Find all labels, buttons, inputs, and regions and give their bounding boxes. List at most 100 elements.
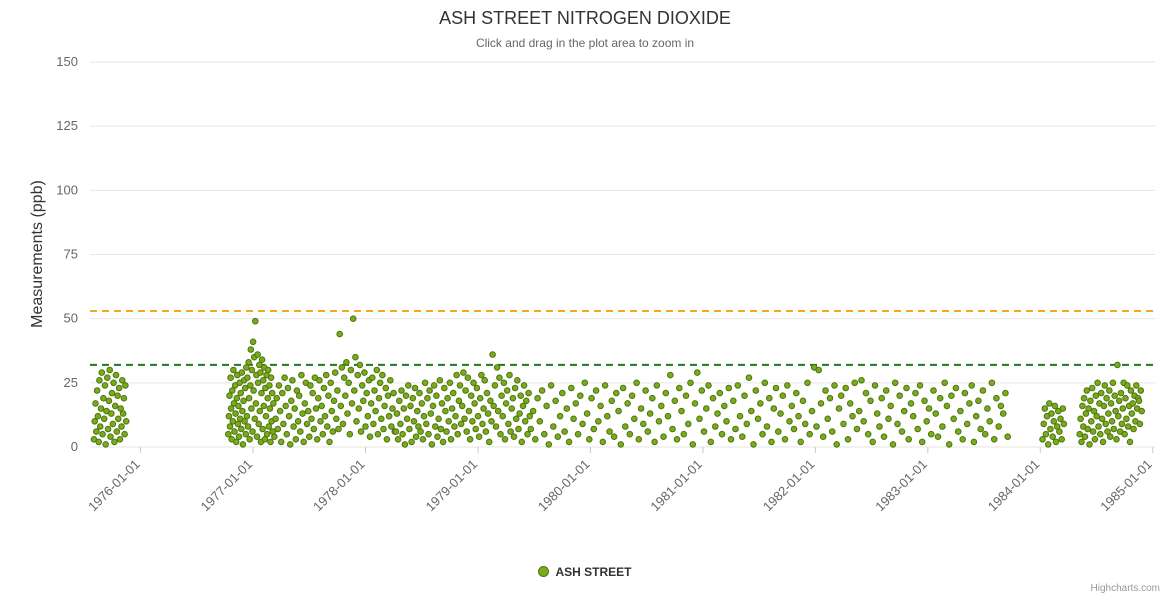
scatter-point[interactable] — [727, 436, 735, 443]
scatter-point[interactable] — [840, 420, 847, 428]
scatter-point[interactable] — [934, 433, 942, 441]
scatter-point[interactable] — [642, 387, 649, 394]
scatter-point[interactable] — [1130, 425, 1137, 433]
scatter-point[interactable] — [640, 420, 647, 428]
scatter-point[interactable] — [1040, 420, 1047, 428]
scatter-point[interactable] — [351, 387, 358, 394]
scatter-point[interactable] — [338, 364, 346, 371]
scatter-point[interactable] — [514, 377, 521, 384]
scatter-point[interactable] — [254, 379, 262, 387]
scatter-point[interactable] — [806, 430, 814, 438]
scatter-point[interactable] — [644, 428, 652, 435]
scatter-point[interactable] — [340, 374, 348, 382]
scatter-point[interactable] — [244, 423, 252, 430]
scatter-point[interactable] — [345, 379, 353, 387]
scatter-point[interactable] — [291, 405, 299, 412]
scatter-point[interactable] — [799, 397, 807, 405]
scatter-point[interactable] — [907, 400, 915, 407]
scatter-point[interactable] — [997, 402, 1005, 410]
scatter-point[interactable] — [469, 418, 476, 425]
scatter-point[interactable] — [482, 428, 490, 435]
scatter-point[interactable] — [770, 405, 778, 412]
scatter-point[interactable] — [543, 402, 550, 410]
scatter-point[interactable] — [1126, 438, 1134, 446]
scatter-point[interactable] — [574, 430, 582, 438]
scatter-point[interactable] — [1112, 407, 1119, 415]
scatter-point[interactable] — [604, 412, 611, 420]
scatter-point[interactable] — [970, 438, 978, 446]
scatter-point[interactable] — [285, 412, 293, 420]
scatter-point[interactable] — [489, 351, 496, 358]
scatter-point[interactable] — [104, 374, 111, 382]
scatter-point[interactable] — [383, 436, 391, 443]
scatter-point[interactable] — [1041, 405, 1049, 412]
scatter-point[interactable] — [851, 379, 859, 387]
scatter-point[interactable] — [626, 430, 634, 438]
scatter-point[interactable] — [1088, 418, 1095, 425]
scatter-point[interactable] — [411, 384, 419, 392]
scatter-point[interactable] — [312, 405, 320, 412]
scatter-point[interactable] — [414, 407, 421, 415]
scatter-point[interactable] — [833, 441, 841, 448]
scatter-point[interactable] — [885, 415, 892, 423]
scatter-point[interactable] — [308, 415, 315, 423]
scatter-point[interactable] — [108, 410, 115, 417]
scatter-point[interactable] — [97, 405, 105, 412]
scatter-point[interactable] — [1138, 407, 1145, 415]
scatter-point[interactable] — [381, 402, 388, 410]
scatter-point[interactable] — [968, 382, 976, 389]
scatter-point[interactable] — [471, 400, 478, 407]
scatter-point[interactable] — [225, 430, 232, 438]
scatter-point[interactable] — [925, 405, 933, 412]
scatter-point[interactable] — [536, 418, 544, 425]
scatter-point[interactable] — [1137, 387, 1145, 394]
scatter-point[interactable] — [417, 428, 424, 435]
scatter-point[interactable] — [1111, 392, 1118, 400]
scatter-point[interactable] — [698, 387, 706, 394]
scatter-point[interactable] — [93, 428, 100, 435]
scatter-point[interactable] — [649, 394, 656, 402]
scatter-point[interactable] — [707, 438, 715, 446]
scatter-point[interactable] — [122, 418, 130, 425]
scatter-point[interactable] — [655, 418, 663, 425]
scatter-point[interactable] — [622, 423, 629, 430]
scatter-point[interactable] — [485, 438, 493, 446]
scatter-point[interactable] — [116, 436, 124, 443]
scatter-point[interactable] — [900, 407, 908, 415]
scatter-point[interactable] — [382, 384, 390, 392]
scatter-point[interactable] — [1113, 436, 1120, 443]
scatter-point[interactable] — [635, 436, 643, 443]
scatter-point[interactable] — [304, 407, 312, 415]
scatter-point[interactable] — [385, 412, 393, 420]
scatter-point[interactable] — [356, 361, 364, 369]
scatter-point[interactable] — [995, 423, 1003, 430]
scatter-point[interactable] — [454, 430, 462, 438]
scatter-point[interactable] — [743, 420, 751, 428]
scatter-point[interactable] — [290, 423, 297, 430]
scatter-point[interactable] — [1098, 415, 1106, 423]
scatter-point[interactable] — [335, 425, 342, 433]
scatter-point[interactable] — [102, 441, 109, 448]
scatter-point[interactable] — [114, 392, 121, 400]
scatter-point[interactable] — [337, 402, 345, 410]
scatter-point[interactable] — [478, 371, 485, 379]
scatter-point[interactable] — [496, 374, 503, 382]
scatter-point[interactable] — [1136, 420, 1144, 428]
scatter-point[interactable] — [844, 436, 852, 443]
scatter-point[interactable] — [1105, 410, 1112, 417]
scatter-point[interactable] — [505, 420, 512, 428]
scatter-point[interactable] — [452, 412, 459, 420]
scatter-point[interactable] — [467, 392, 475, 400]
scatter-point[interactable] — [590, 425, 598, 433]
scatter-point[interactable] — [259, 425, 266, 433]
scatter-point[interactable] — [320, 384, 328, 392]
scatter-point[interactable] — [438, 400, 446, 407]
scatter-point[interactable] — [759, 430, 766, 438]
scatter-point[interactable] — [507, 428, 514, 435]
scatter-point[interactable] — [1106, 387, 1113, 394]
scatter-point[interactable] — [808, 407, 816, 415]
scatter-point[interactable] — [1090, 407, 1098, 415]
scatter-point[interactable] — [432, 423, 439, 430]
scatter-point[interactable] — [96, 423, 104, 430]
scatter-point[interactable] — [592, 387, 600, 394]
